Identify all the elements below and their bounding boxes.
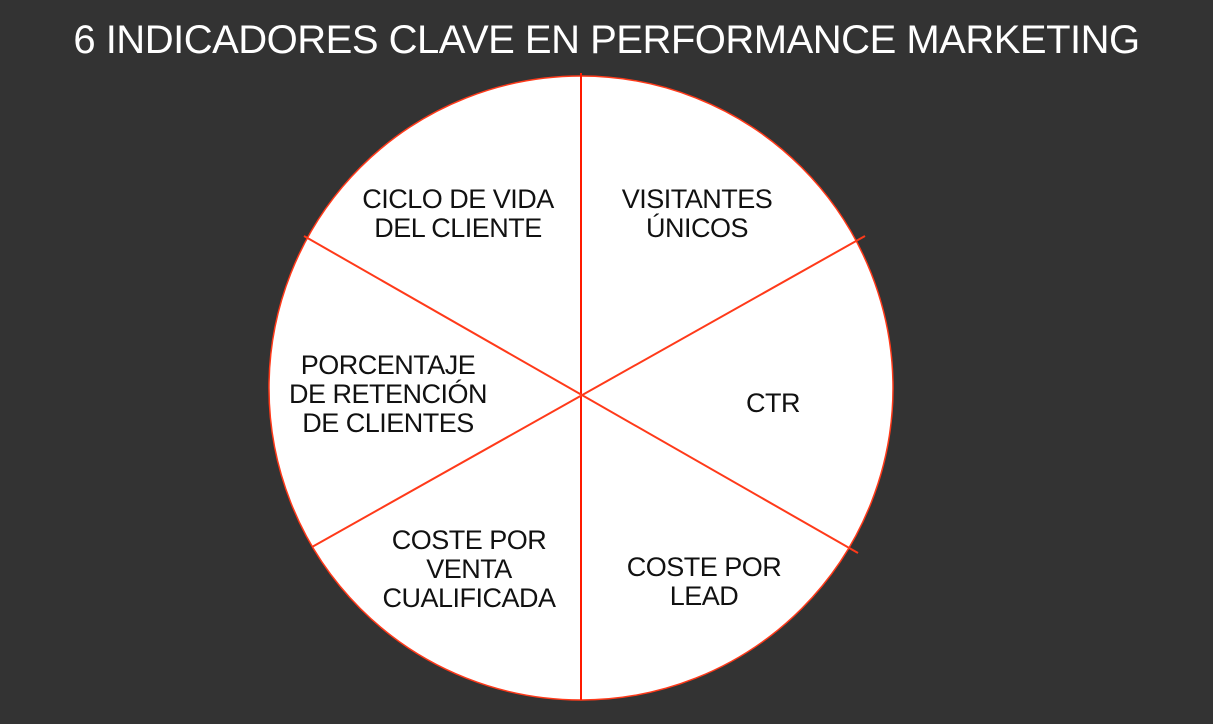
segment-ciclo-de-vida-cliente: CICLO DE VIDA DEL CLIENTE: [362, 184, 554, 243]
segment-coste-por-venta-cualificada: COSTE POR VENTA CUALIFICADA: [382, 525, 556, 613]
segment-ctr: CTR: [746, 388, 801, 418]
diagram-title: 6 INDICADORES CLAVE EN PERFORMANCE MARKE…: [73, 18, 1140, 62]
divider-diagonal-down: [303, 235, 859, 554]
divider-diagonal-up: [311, 235, 866, 548]
segment-coste-por-lead: COSTE POR LEAD: [626, 552, 782, 611]
segment-visitantes-unicos: VISITANTES ÚNICOS: [621, 184, 773, 243]
segment-porcentaje-retencion-clientes: PORCENTAJE DE RETENCIÓN DE CLIENTES: [288, 350, 488, 438]
